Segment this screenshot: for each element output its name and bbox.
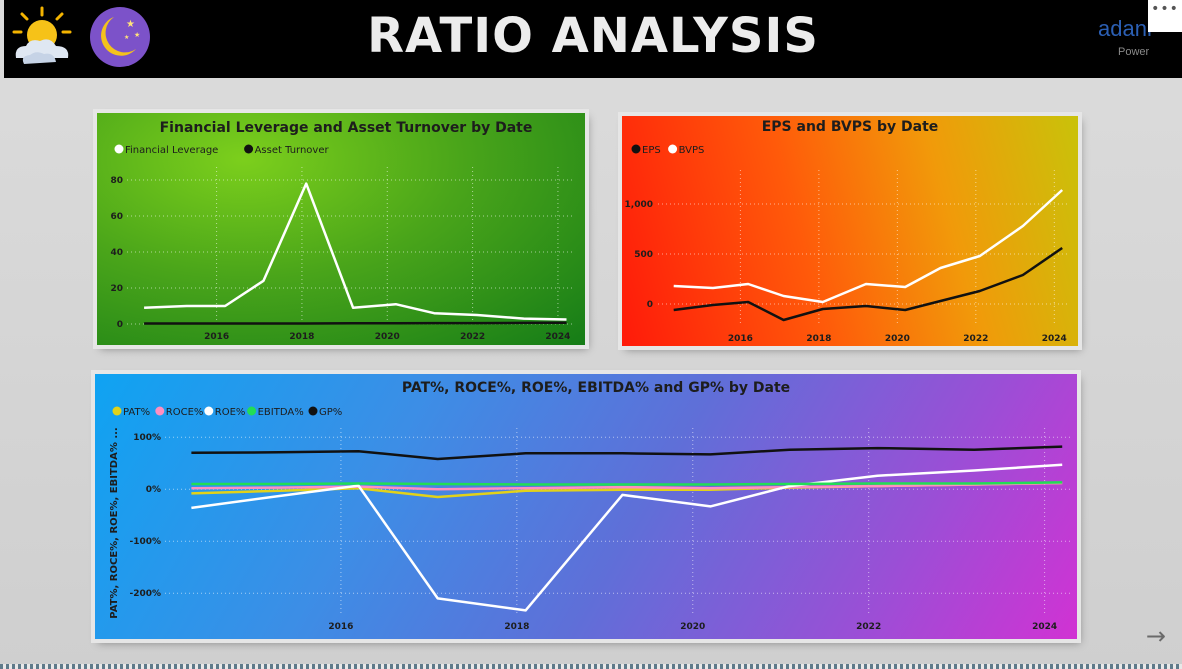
logo-sub: Power (1118, 46, 1150, 58)
moon-stars-icon: ★ ★ ★ (90, 7, 150, 67)
x-tick-label: 2024 (1042, 334, 1067, 344)
x-tick-label: 2020 (885, 334, 910, 344)
legend-marker (631, 144, 641, 154)
x-tick-label: 2018 (504, 622, 529, 632)
legend-label[interactable]: ROE% (215, 407, 246, 418)
y-tick-label: -100% (129, 537, 161, 547)
y-tick-label: 60 (110, 212, 123, 222)
chart-title: Financial Leverage and Asset Turnover by… (160, 120, 533, 136)
x-tick-label: 2018 (289, 332, 314, 342)
series-line-asset-turnover[interactable] (144, 321, 567, 325)
y-tick-label: 0 (647, 300, 653, 310)
leverage-chart: Financial Leverage and Asset Turnover by… (110, 120, 575, 342)
series-line-gp-[interactable] (191, 445, 1063, 461)
legend-marker (114, 144, 124, 154)
next-page-arrow[interactable]: → (1145, 622, 1166, 650)
svg-text:★: ★ (134, 31, 140, 39)
bottom-border (0, 664, 1182, 669)
x-tick-label: 2020 (375, 332, 400, 342)
y-tick-label: 0 (117, 320, 123, 330)
legend-marker (204, 406, 214, 416)
x-tick-label: 2020 (680, 622, 705, 632)
eps-bvps-chart-panel[interactable]: EPS and BVPS by Date EPS BVPS 2016 2018 2020 2… (622, 116, 1078, 346)
legend-marker (244, 144, 254, 154)
page-title: RATIO ANALYSIS (367, 8, 819, 64)
x-tick-label: 2018 (806, 334, 831, 344)
y-tick-label: 40 (110, 248, 123, 258)
x-tick-label: 2016 (204, 332, 229, 342)
svg-text:★: ★ (126, 19, 135, 30)
y-tick-label: 0% (146, 485, 161, 495)
legend-label[interactable]: EPS (642, 145, 661, 156)
margins-chart: PAT%, ROCE%, ROE%, EBITDA% and GP% by Da… (109, 380, 1071, 632)
more-options-button[interactable]: ••• (1148, 0, 1182, 32)
y-tick-label: 500 (634, 250, 653, 260)
svg-text:★: ★ (124, 34, 129, 41)
x-tick-label: 2022 (460, 332, 485, 342)
legend-label[interactable]: Financial Leverage (125, 145, 218, 156)
x-tick-label: 2024 (545, 332, 570, 342)
legend-label[interactable]: EBITDA% (258, 407, 304, 418)
legend-marker (308, 406, 318, 416)
legend-marker (155, 406, 165, 416)
y-tick-label: 1,000 (625, 200, 653, 210)
margins-chart-panel[interactable]: PAT%, ROCE%, ROE%, EBITDA% and GP% by Da… (95, 374, 1077, 639)
eps-bvps-chart: EPS and BVPS by Date EPS BVPS 2016 2018 2020 2… (625, 119, 1070, 344)
y-axis-label: PAT%, ROCE%, ROE%, EBITDA% ... (109, 427, 120, 618)
legend-label[interactable]: Asset Turnover (255, 145, 330, 156)
x-tick-label: 2024 (1032, 622, 1057, 632)
sun-cloud-icon (12, 6, 72, 64)
chart-title: PAT%, ROCE%, ROE%, EBITDA% and GP% by Da… (402, 380, 790, 396)
legend-label[interactable]: GP% (319, 407, 342, 418)
header-bar: ★ ★ ★ RATIO ANALYSIS adani Power ••• (4, 0, 1182, 78)
x-tick-label: 2022 (856, 622, 881, 632)
legend-marker (247, 406, 257, 416)
leverage-chart-panel[interactable]: Financial Leverage and Asset Turnover by… (97, 113, 585, 345)
y-tick-label: 100% (133, 433, 161, 443)
adani-logo: adani Power (1092, 4, 1180, 66)
y-tick-label: 20 (110, 284, 123, 294)
legend-label[interactable]: PAT% (123, 407, 150, 418)
x-tick-label: 2016 (728, 334, 753, 344)
legend-marker (668, 144, 678, 154)
series-line-ebitda-[interactable] (191, 481, 1063, 486)
series-line-bvps[interactable] (673, 189, 1064, 304)
legend-marker (112, 406, 122, 416)
y-tick-label: 80 (110, 176, 123, 186)
legend-label[interactable]: BVPS (679, 145, 705, 156)
chart-title: EPS and BVPS by Date (762, 119, 939, 135)
y-tick-label: -200% (129, 589, 161, 599)
logo-word: adani (1098, 16, 1152, 41)
x-tick-label: 2022 (963, 334, 988, 344)
x-tick-label: 2016 (328, 622, 353, 632)
legend-label[interactable]: ROCE% (166, 407, 204, 418)
